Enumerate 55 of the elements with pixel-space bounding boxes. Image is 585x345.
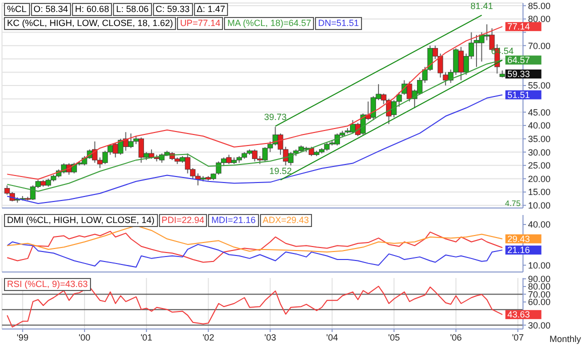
x-tick-label: '04 [326, 332, 338, 342]
y-tick-label: 10.00 [528, 260, 551, 270]
data-label: 43.63 [507, 310, 530, 320]
x-tick-label: '00 [78, 332, 90, 342]
y-tick-label: 35.00 [528, 134, 551, 144]
annotation: H: 60.68 [72, 3, 112, 16]
y-tick-label: 55.00 [528, 80, 551, 91]
text: MDI=21.16 [208, 214, 259, 227]
annotation: 19.52 [269, 166, 292, 176]
x-tick-label: '03 [264, 332, 276, 342]
text: 59.33 [507, 69, 530, 80]
text: 4.75 [505, 199, 521, 208]
y-tick-label: 10.00 [528, 200, 551, 211]
annotation: Δ: 1.47 [194, 3, 228, 16]
y-tick-label: 70.00 [528, 40, 551, 51]
data-label: 21.16 [507, 245, 530, 256]
x-tick-label: '06 [450, 332, 462, 342]
x-tick-label: '99 [16, 332, 28, 342]
text: UP=77.14 [177, 17, 224, 30]
y-tick-label: 85.00 [528, 0, 551, 11]
y-tick-label: 90.00 [528, 274, 551, 284]
y-tick-label: 40.00 [528, 220, 551, 230]
x-tick-label: '02 [202, 332, 214, 342]
y-tick-label: 45.00 [528, 107, 551, 118]
chart-title: %CL [4, 3, 30, 16]
data-label: 77.14 [507, 22, 530, 32]
series-label: RSI (%CL, 9)=43.63 [4, 278, 91, 291]
y-tick-label: 30.00 [528, 320, 551, 330]
x-tick-label: '07 [512, 332, 524, 342]
y-tick-label: 80.00 [528, 14, 551, 24]
y-tick-label: 70.00 [528, 289, 551, 300]
data-label: 64.57 [507, 55, 530, 66]
x-axis-title: Monthly [549, 334, 581, 344]
y-tick-label: 25.00 [528, 160, 551, 171]
annotation: 81.41 [470, 1, 493, 12]
annotation: O: 58.34 [30, 3, 72, 16]
legend-title: DMI (%CL, HIGH, LOW, CLOSE, 14) [4, 214, 158, 227]
text: MA (%CL, 18)=64.57 [224, 17, 314, 30]
y-tick-label: 30.00 [528, 147, 551, 158]
text: PDI=22.94 [158, 214, 208, 227]
y-tick-label: 60.00 [528, 297, 551, 308]
text: ADX=29.43 [260, 214, 312, 227]
text: DN=51.51 [315, 17, 362, 30]
x-tick-label: '01 [140, 332, 152, 342]
annotation: 39.73 [264, 112, 287, 122]
legend-title: KC (%CL, HIGH, LOW, CLOSE, 18, 1.62) [4, 17, 176, 30]
y-tick-label: 15.00 [528, 187, 551, 198]
annotation: C: 59.33 [152, 3, 193, 16]
data-label: 51.51 [507, 90, 530, 100]
x-tick-label: '05 [388, 332, 400, 342]
y-tick-label: 20.00 [528, 174, 551, 184]
y-tick-label: 80.00 [528, 282, 551, 292]
data-label: 29.43 [507, 234, 530, 244]
y-tick-label: 40.00 [528, 120, 551, 131]
annotation: L: 58.06 [113, 3, 152, 16]
